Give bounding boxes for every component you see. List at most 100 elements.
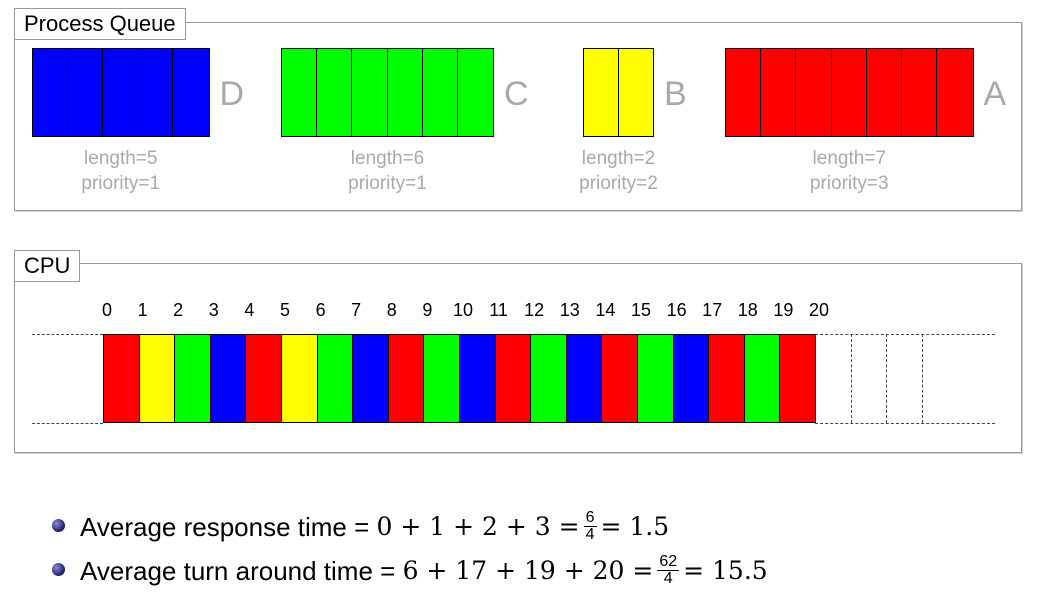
cpu-slot-14 xyxy=(601,334,637,423)
cpu-tick-label: 0 xyxy=(101,300,112,320)
cpu-tick-label: 1 xyxy=(137,300,148,320)
cpu-title: CPU xyxy=(14,250,81,282)
turnaround-label: Average turn around time = xyxy=(80,555,396,586)
cpu-tick-label: 20 xyxy=(808,300,830,320)
cpu-empty-slot xyxy=(886,334,888,423)
length-label: length=5 xyxy=(84,148,158,169)
cpu-slot-7 xyxy=(352,334,388,423)
process-cell xyxy=(173,49,209,136)
cpu-tick-label: 6 xyxy=(315,300,326,320)
process-cell xyxy=(352,49,388,136)
process-info-d: length=5 priority=1 xyxy=(31,146,211,196)
cpu-slot-17 xyxy=(708,334,744,423)
process-block-a xyxy=(725,48,974,137)
process-queue-title: Process Queue xyxy=(14,8,186,40)
cpu-slot-15 xyxy=(637,334,673,423)
cpu-tick-label: 11 xyxy=(489,300,508,320)
cpu-tick-label: 15 xyxy=(630,300,652,320)
cpu-slot-0 xyxy=(103,334,139,423)
cpu-slot-end-edge xyxy=(815,334,816,423)
cpu-slot-16 xyxy=(672,334,709,423)
cpu-tick-label: 14 xyxy=(595,300,616,320)
cpu-slot-4 xyxy=(245,334,281,423)
process-cell xyxy=(902,49,938,136)
cpu-slot-1 xyxy=(138,334,175,423)
process-cell xyxy=(831,49,867,136)
process-info-c: length=6 priority=1 xyxy=(298,146,478,196)
process-block-d xyxy=(32,48,210,137)
process-block-b xyxy=(583,48,654,137)
process-cell xyxy=(317,49,353,136)
response-numerator: 6 xyxy=(583,509,597,527)
cpu-slot-11 xyxy=(494,334,531,423)
process-cell xyxy=(796,49,832,136)
process-cell xyxy=(138,49,174,136)
process-cell xyxy=(761,49,797,136)
cpu-slot-8 xyxy=(387,334,424,423)
process-cell xyxy=(457,49,494,136)
priority-label: priority=2 xyxy=(579,173,658,194)
cpu-tick-label: 19 xyxy=(773,300,794,320)
turnaround-numerator: 62 xyxy=(657,553,680,571)
turnaround-denominator: 4 xyxy=(663,570,673,587)
process-cell xyxy=(103,49,139,136)
cpu-tick-label: 16 xyxy=(666,300,687,320)
process-cell xyxy=(422,49,458,136)
process-info-a: length=7 priority=3 xyxy=(759,146,939,196)
cpu-slot-19 xyxy=(779,334,815,423)
cpu-slot-5 xyxy=(281,334,317,423)
cpu-tick-label: 5 xyxy=(279,300,290,320)
cpu-tick-label: 10 xyxy=(452,300,474,320)
cpu-slot-3 xyxy=(209,334,246,423)
cpu-slot-13 xyxy=(565,334,602,423)
cpu-tick-label: 4 xyxy=(244,300,255,320)
process-info-b: length=2 priority=2 xyxy=(529,146,709,196)
response-fraction: 6 4 xyxy=(583,509,597,543)
timeline-top-dash-right xyxy=(815,334,995,335)
response-expression: 0 + 1 + 2 + 3 = xyxy=(376,511,580,541)
response-label: Average response time = xyxy=(80,511,370,542)
cpu-empty-slot xyxy=(921,334,923,423)
process-cell xyxy=(937,49,973,136)
cpu-tick-label: 9 xyxy=(422,300,433,320)
process-cell xyxy=(68,49,104,136)
process-cell xyxy=(33,49,69,136)
process-letter-d: D xyxy=(219,75,245,113)
priority-label: priority=1 xyxy=(81,173,161,194)
process-letter-a: A xyxy=(983,75,1007,113)
cpu-empty-slot xyxy=(850,334,852,423)
cpu-slot-12 xyxy=(530,334,566,423)
cpu-slot-6 xyxy=(316,334,353,423)
bullet-icon xyxy=(52,519,65,532)
process-cell xyxy=(282,49,318,136)
bullet-icon xyxy=(52,563,65,576)
cpu-tick-label: 18 xyxy=(737,300,758,320)
priority-label: priority=1 xyxy=(348,173,427,194)
process-cell xyxy=(726,49,762,136)
response-denominator: 4 xyxy=(585,526,595,543)
length-label: length=2 xyxy=(581,148,656,169)
turnaround-fraction: 62 4 xyxy=(657,553,680,587)
process-block-c xyxy=(281,48,494,137)
timeline-bottom-dash-right xyxy=(815,423,995,424)
cpu-tick-label: 13 xyxy=(559,300,580,320)
cpu-tick-label: 12 xyxy=(524,300,545,320)
length-label: length=7 xyxy=(812,148,886,169)
process-letter-b: B xyxy=(664,75,687,113)
response-result: = 1.5 xyxy=(600,511,670,541)
cpu-tick-label: 2 xyxy=(173,300,184,320)
cpu-tick-label: 8 xyxy=(386,300,397,320)
process-queue-panel xyxy=(14,22,1022,211)
priority-label: priority=3 xyxy=(809,173,889,194)
process-cell xyxy=(387,49,423,136)
cpu-tick-label: 17 xyxy=(702,300,723,320)
average-response-time: Average response time = 0 + 1 + 2 + 3 = … xyxy=(80,510,669,543)
turnaround-expression: 6 + 17 + 19 + 20 = xyxy=(402,555,654,585)
process-cell xyxy=(866,49,903,136)
timeline-top-dash-left xyxy=(32,334,103,335)
cpu-tick-label: 3 xyxy=(208,300,219,320)
cpu-slot-18 xyxy=(743,334,780,423)
cpu-panel xyxy=(14,263,1022,453)
cpu-slot-2 xyxy=(174,334,210,423)
timeline-bottom-dash-left xyxy=(32,423,103,424)
